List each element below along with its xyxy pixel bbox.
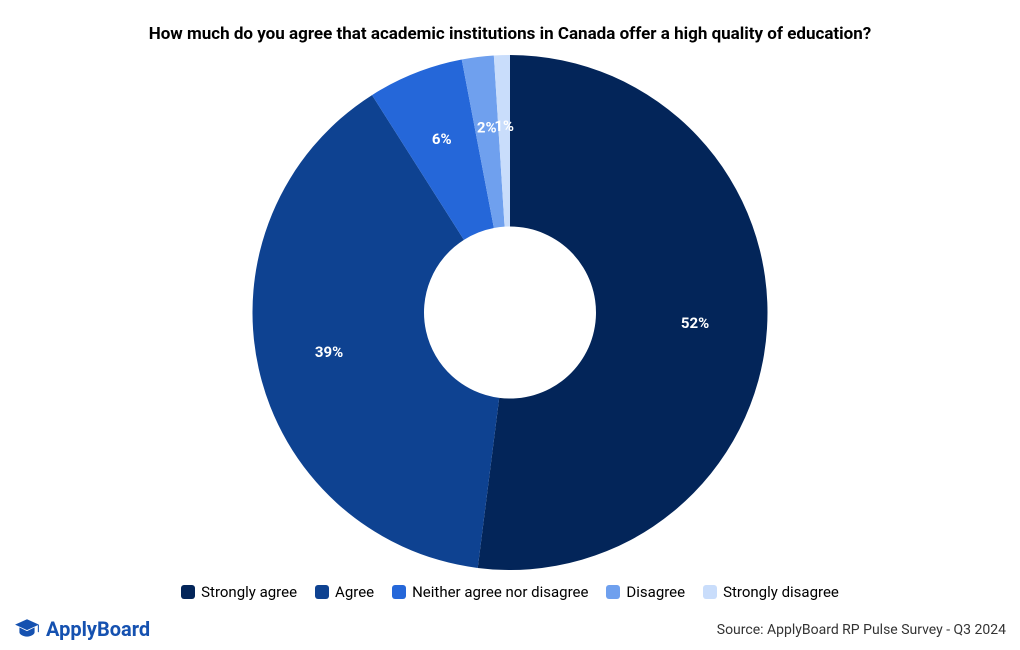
- legend-swatch: [392, 585, 406, 599]
- legend-label: Neither agree nor disagree: [412, 583, 588, 601]
- legend-item: Strongly agree: [181, 583, 297, 601]
- legend-item: Disagree: [606, 583, 685, 601]
- donut-chart: 52%39%6%2%1%: [253, 55, 768, 574]
- slice-label: 1%: [494, 117, 514, 135]
- chart-legend: Strongly agree Agree Neither agree nor dis…: [0, 583, 1020, 601]
- legend-item: Neither agree nor disagree: [392, 583, 588, 601]
- slice-label: 6%: [432, 130, 452, 148]
- donut-slice: [478, 55, 768, 570]
- brand-name: ApplyBoard: [46, 617, 150, 641]
- legend-swatch: [315, 585, 329, 599]
- legend-label: Agree: [335, 583, 374, 601]
- graduation-cap-icon: [14, 616, 40, 642]
- source-text: Source: ApplyBoard RP Pulse Survey - Q3 …: [717, 622, 1006, 638]
- legend-label: Strongly agree: [201, 583, 297, 601]
- chart-title: How much do you agree that academic inst…: [0, 24, 1020, 44]
- legend-label: Strongly disagree: [723, 583, 839, 601]
- legend-label: Disagree: [626, 583, 685, 601]
- slice-label: 52%: [681, 314, 709, 332]
- legend-item: Strongly disagree: [703, 583, 839, 601]
- legend-swatch: [181, 585, 195, 599]
- legend-item: Agree: [315, 583, 374, 601]
- brand-logo: ApplyBoard: [14, 616, 150, 642]
- legend-swatch: [703, 585, 717, 599]
- legend-swatch: [606, 585, 620, 599]
- slice-label: 39%: [315, 343, 343, 361]
